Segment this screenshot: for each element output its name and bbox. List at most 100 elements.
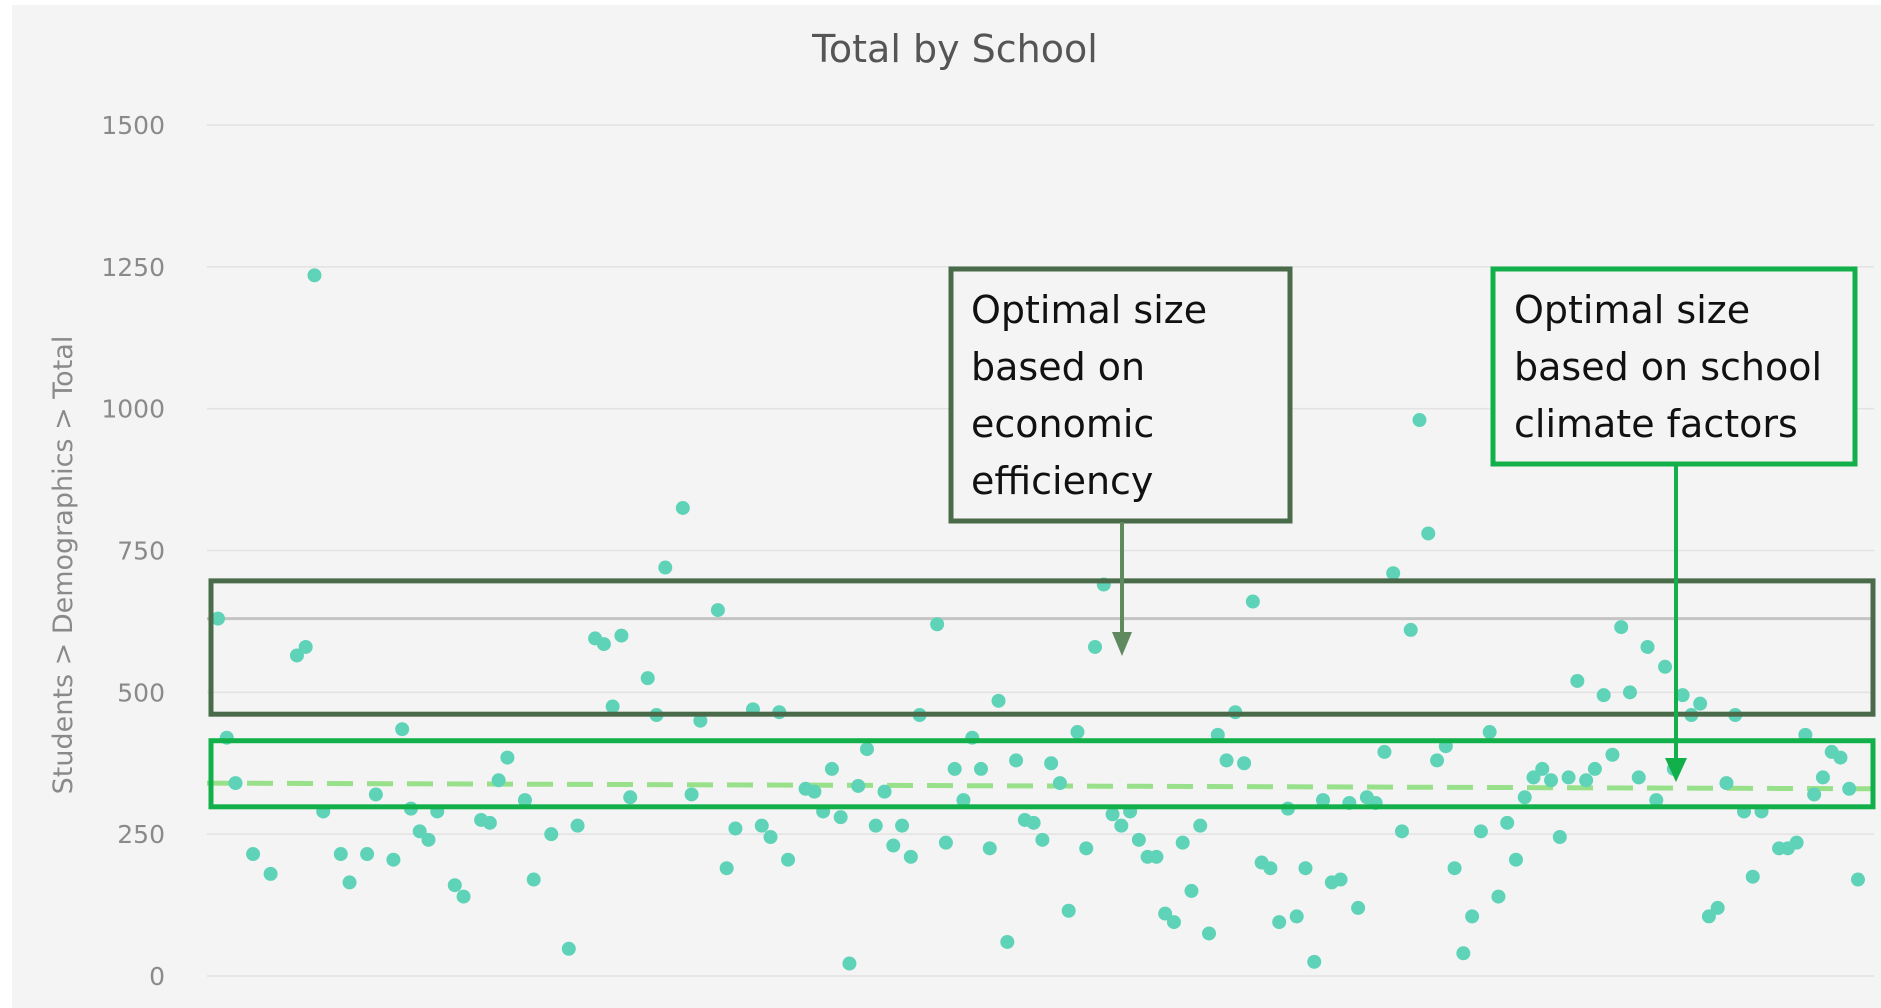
data-point xyxy=(1394,824,1409,839)
data-point xyxy=(982,841,997,856)
data-point xyxy=(623,790,638,805)
data-point xyxy=(1500,815,1515,830)
chart-title: Total by School xyxy=(811,27,1098,71)
data-point xyxy=(386,852,401,867)
y-axis-label: Students > Demographics > Total xyxy=(48,336,79,795)
data-point xyxy=(1815,770,1830,785)
data-point xyxy=(526,872,541,887)
data-point xyxy=(895,818,910,833)
data-point xyxy=(807,784,822,799)
data-point xyxy=(903,849,918,864)
callout-economic-efficiency xyxy=(948,266,1293,524)
data-point xyxy=(1149,849,1164,864)
data-point xyxy=(930,617,945,632)
data-point xyxy=(482,815,497,830)
data-point xyxy=(1052,776,1067,791)
data-point xyxy=(517,793,532,808)
data-point xyxy=(754,818,769,833)
data-point xyxy=(1105,807,1120,822)
data-point xyxy=(684,787,699,802)
data-point xyxy=(1842,781,1857,796)
data-point xyxy=(1166,915,1181,930)
data-point xyxy=(1570,673,1585,688)
data-point xyxy=(851,778,866,793)
data-point xyxy=(1640,639,1655,654)
y-tick-label-250: 250 xyxy=(117,820,165,849)
data-point xyxy=(886,838,901,853)
data-point xyxy=(1622,685,1637,700)
data-point xyxy=(614,628,629,643)
data-point xyxy=(1035,832,1050,847)
data-point xyxy=(1508,852,1523,867)
data-point xyxy=(728,821,743,836)
data-point xyxy=(1447,861,1462,876)
data-point xyxy=(570,818,585,833)
data-points xyxy=(211,268,1865,971)
y-tick-label-1000: 1000 xyxy=(101,395,165,424)
data-point xyxy=(938,835,953,850)
data-point xyxy=(246,847,261,862)
data-point xyxy=(605,699,620,714)
data-point xyxy=(500,750,515,765)
data-point xyxy=(824,761,839,776)
data-point xyxy=(1079,841,1094,856)
data-point xyxy=(1587,761,1602,776)
data-point xyxy=(1649,793,1664,808)
data-point xyxy=(1009,753,1024,768)
data-point xyxy=(1701,909,1716,924)
data-point xyxy=(1237,756,1252,771)
data-point xyxy=(1412,413,1427,428)
data-point xyxy=(1605,747,1620,762)
data-point xyxy=(1403,622,1418,637)
y-tick-label-750: 750 xyxy=(117,537,165,566)
data-point xyxy=(973,761,988,776)
data-point xyxy=(1070,725,1085,740)
data-point xyxy=(1552,830,1567,845)
data-point xyxy=(298,639,313,654)
callout-economic-efficiency-line-1: Optimal size xyxy=(971,288,1207,332)
data-point xyxy=(956,793,971,808)
data-point xyxy=(596,637,611,652)
data-point xyxy=(1245,594,1260,609)
data-point xyxy=(877,784,892,799)
callout-economic-efficiency-line-3: economic xyxy=(971,402,1154,446)
data-point xyxy=(1614,620,1629,635)
data-point xyxy=(1351,900,1366,915)
data-point xyxy=(1114,818,1129,833)
band-school-climate xyxy=(208,738,1876,810)
data-point xyxy=(1693,696,1708,711)
data-point xyxy=(1333,872,1348,887)
data-point xyxy=(1807,787,1822,802)
data-point xyxy=(1579,773,1594,788)
data-point xyxy=(447,878,462,893)
data-point xyxy=(368,787,383,802)
y-tick-labels: 0 250 500 750 1000 1250 1500 xyxy=(101,111,165,991)
data-point xyxy=(1482,725,1497,740)
data-point xyxy=(1272,915,1287,930)
data-point xyxy=(1202,926,1217,941)
y-tick-label-1500: 1500 xyxy=(101,111,165,140)
data-point xyxy=(1307,954,1322,969)
data-point xyxy=(693,713,708,728)
data-point xyxy=(1517,790,1532,805)
data-point xyxy=(947,761,962,776)
data-point xyxy=(412,824,427,839)
data-point xyxy=(781,852,796,867)
data-point xyxy=(228,776,243,791)
data-point xyxy=(395,722,410,737)
data-point xyxy=(1263,861,1278,876)
data-point xyxy=(719,861,734,876)
data-point xyxy=(1596,688,1611,703)
data-point xyxy=(1175,835,1190,850)
data-point xyxy=(1219,753,1234,768)
data-point xyxy=(1535,761,1550,776)
data-point xyxy=(1456,946,1471,961)
data-point xyxy=(211,611,225,626)
data-point xyxy=(1158,906,1173,921)
data-point xyxy=(1131,832,1146,847)
data-point xyxy=(1377,744,1392,759)
callout-school-climate-line-3: climate factors xyxy=(1514,402,1798,446)
data-point xyxy=(1544,773,1559,788)
data-point xyxy=(1088,639,1103,654)
